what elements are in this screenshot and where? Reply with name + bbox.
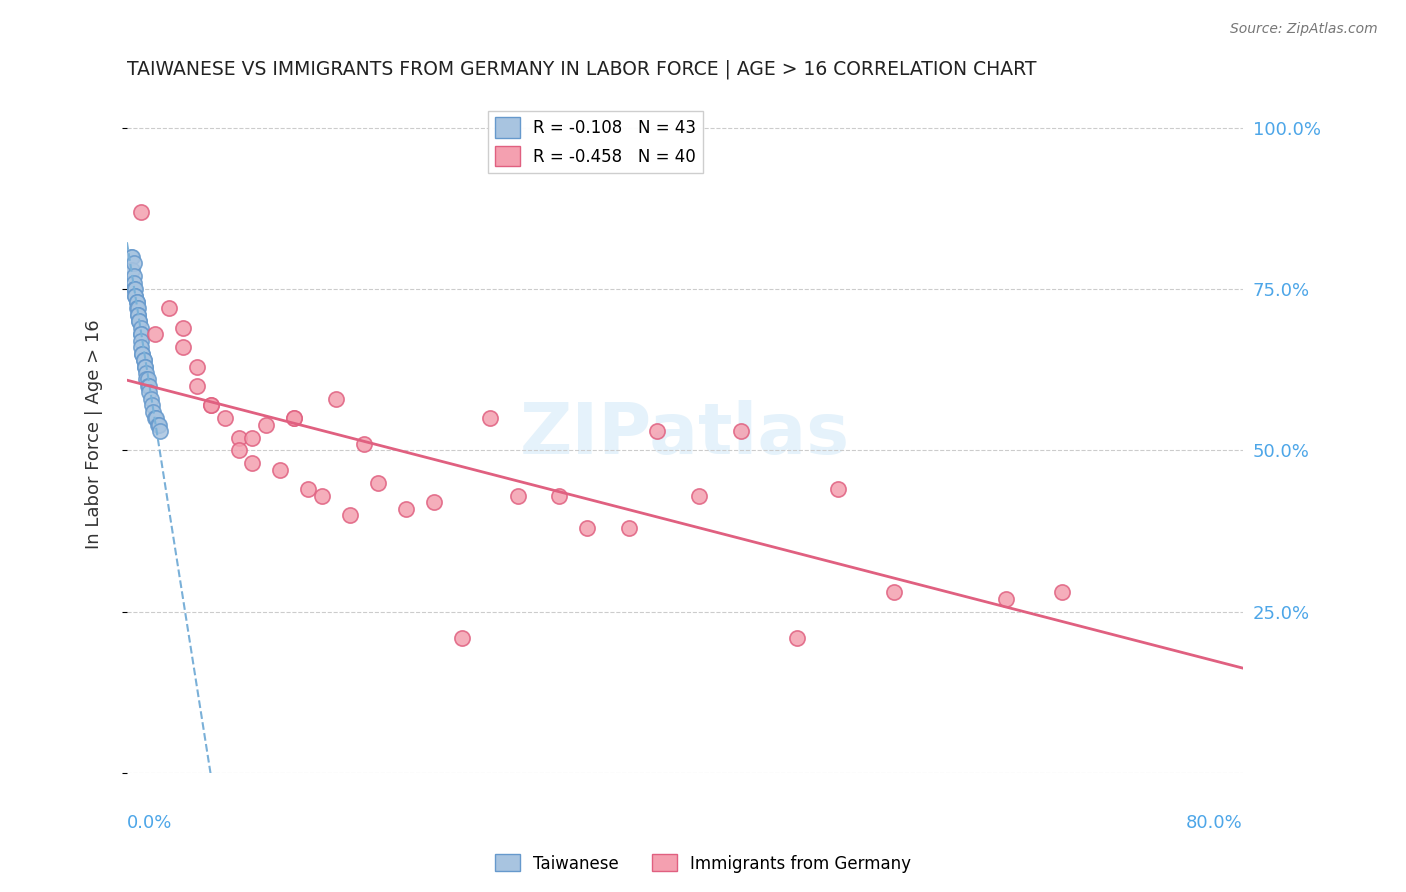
Point bbox=[172, 340, 194, 354]
Point bbox=[228, 443, 250, 458]
Point bbox=[138, 385, 160, 400]
Point bbox=[127, 308, 149, 322]
Point bbox=[122, 256, 145, 270]
Text: 80.0%: 80.0% bbox=[1187, 814, 1243, 832]
Point bbox=[994, 591, 1017, 606]
Point bbox=[125, 295, 148, 310]
Point bbox=[135, 372, 157, 386]
Point bbox=[186, 359, 208, 374]
Point bbox=[688, 489, 710, 503]
Legend: R = -0.108   N = 43, R = -0.458   N = 40: R = -0.108 N = 43, R = -0.458 N = 40 bbox=[488, 111, 703, 173]
Point bbox=[827, 482, 849, 496]
Point bbox=[786, 631, 808, 645]
Point bbox=[128, 314, 150, 328]
Point bbox=[269, 463, 291, 477]
Point bbox=[129, 327, 152, 342]
Point bbox=[478, 411, 501, 425]
Point bbox=[129, 204, 152, 219]
Point bbox=[883, 585, 905, 599]
Point bbox=[125, 295, 148, 310]
Point bbox=[423, 495, 446, 509]
Point bbox=[228, 431, 250, 445]
Point bbox=[138, 379, 160, 393]
Point bbox=[143, 411, 166, 425]
Point bbox=[186, 379, 208, 393]
Point bbox=[143, 327, 166, 342]
Point bbox=[148, 417, 170, 432]
Legend: Taiwanese, Immigrants from Germany: Taiwanese, Immigrants from Germany bbox=[488, 847, 918, 880]
Point bbox=[129, 340, 152, 354]
Point bbox=[128, 314, 150, 328]
Point bbox=[325, 392, 347, 406]
Point bbox=[122, 276, 145, 290]
Point bbox=[200, 398, 222, 412]
Point bbox=[131, 346, 153, 360]
Point bbox=[129, 327, 152, 342]
Point bbox=[339, 508, 361, 522]
Point bbox=[506, 489, 529, 503]
Point bbox=[127, 301, 149, 316]
Point bbox=[145, 411, 167, 425]
Point bbox=[200, 398, 222, 412]
Point bbox=[134, 359, 156, 374]
Point bbox=[141, 398, 163, 412]
Point bbox=[645, 424, 668, 438]
Point bbox=[129, 320, 152, 334]
Point bbox=[214, 411, 236, 425]
Point bbox=[139, 392, 162, 406]
Point bbox=[283, 411, 305, 425]
Point bbox=[124, 288, 146, 302]
Point bbox=[157, 301, 180, 316]
Text: TAIWANESE VS IMMIGRANTS FROM GERMANY IN LABOR FORCE | AGE > 16 CORRELATION CHART: TAIWANESE VS IMMIGRANTS FROM GERMANY IN … bbox=[127, 60, 1036, 79]
Point bbox=[134, 359, 156, 374]
Point bbox=[131, 346, 153, 360]
Y-axis label: In Labor Force | Age > 16: In Labor Force | Age > 16 bbox=[86, 319, 103, 549]
Point bbox=[172, 320, 194, 334]
Point bbox=[142, 405, 165, 419]
Point bbox=[132, 353, 155, 368]
Point bbox=[124, 288, 146, 302]
Point bbox=[132, 353, 155, 368]
Point bbox=[297, 482, 319, 496]
Point bbox=[576, 521, 599, 535]
Point bbox=[129, 334, 152, 348]
Point bbox=[617, 521, 640, 535]
Text: ZIPatlas: ZIPatlas bbox=[520, 400, 851, 469]
Point bbox=[548, 489, 571, 503]
Point bbox=[395, 501, 418, 516]
Point bbox=[124, 282, 146, 296]
Point bbox=[146, 417, 169, 432]
Text: 0.0%: 0.0% bbox=[127, 814, 173, 832]
Point bbox=[311, 489, 333, 503]
Point bbox=[283, 411, 305, 425]
Point bbox=[450, 631, 472, 645]
Point bbox=[353, 437, 375, 451]
Point bbox=[254, 417, 277, 432]
Point bbox=[367, 475, 389, 490]
Point bbox=[242, 456, 264, 470]
Point bbox=[121, 250, 143, 264]
Point bbox=[136, 372, 159, 386]
Point bbox=[125, 301, 148, 316]
Point bbox=[122, 269, 145, 284]
Point bbox=[149, 424, 172, 438]
Point bbox=[120, 250, 142, 264]
Point bbox=[242, 431, 264, 445]
Point bbox=[730, 424, 752, 438]
Text: Source: ZipAtlas.com: Source: ZipAtlas.com bbox=[1230, 22, 1378, 37]
Point bbox=[135, 366, 157, 380]
Point bbox=[136, 379, 159, 393]
Point bbox=[122, 282, 145, 296]
Point bbox=[1050, 585, 1073, 599]
Point bbox=[127, 308, 149, 322]
Point bbox=[121, 262, 143, 277]
